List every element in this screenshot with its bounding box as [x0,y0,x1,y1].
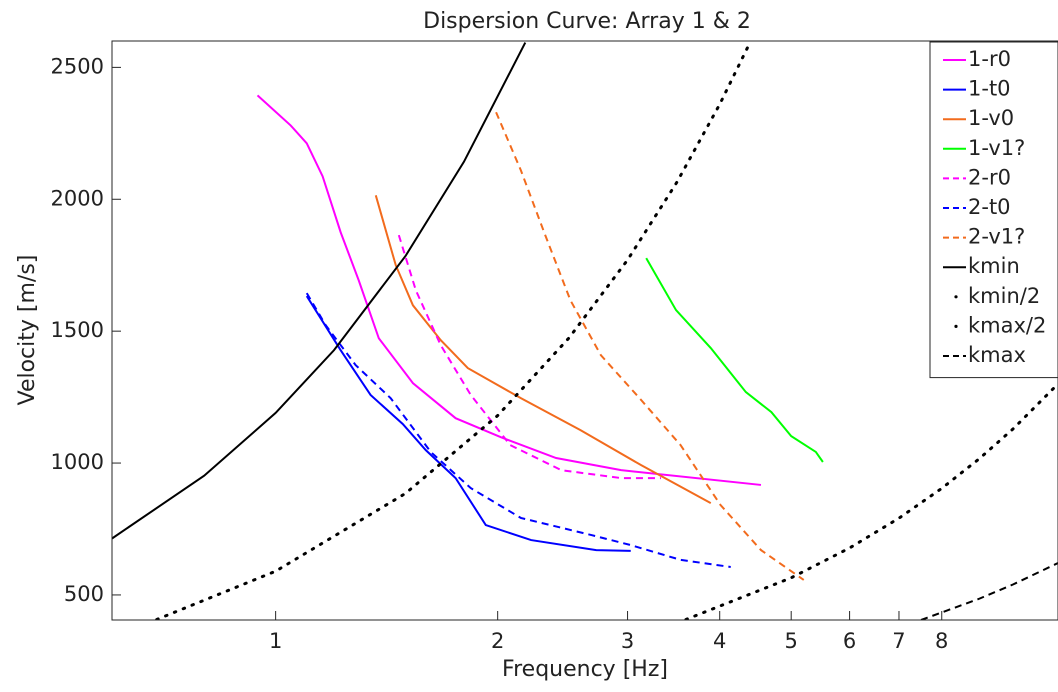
x-axis-label: Frequency [Hz] [502,657,668,682]
legend-swatch [954,324,958,328]
legend-swatch [954,295,958,299]
y-tick-label: 1500 [51,318,104,342]
series-line [645,257,824,463]
series-line [112,42,527,540]
y-tick-label: 2000 [51,186,104,210]
legend-label: kmax/2 [968,313,1046,337]
y-tick-label: 2500 [51,54,104,78]
series-line [495,111,805,581]
series-line [920,562,1058,620]
legend-label: 1-t0 [968,77,1011,101]
legend-label: 1-v1? [968,136,1025,160]
x-tick-label: 7 [892,629,905,653]
legend-label: 2-r0 [968,165,1011,189]
legend-label: kmax [968,343,1026,367]
series-line [256,94,762,486]
y-tick-label: 500 [64,582,104,606]
x-tick-label: 4 [713,629,726,653]
x-tick-label: 2 [491,629,504,653]
series-line [684,382,1058,620]
legend-label: 2-t0 [968,195,1011,219]
legend-label: 2-v1? [968,225,1025,249]
legend-label: kmin [968,254,1020,278]
y-axis-label: Velocity [m/s] [15,255,40,406]
chart-title: Dispersion Curve: Array 1 & 2 [423,9,751,34]
x-tick-label: 3 [621,629,634,653]
series-line [397,234,661,480]
axes-box [111,40,1058,621]
plot-area [112,41,1058,620]
series-line [305,292,731,568]
series-line [374,195,712,505]
legend-label: kmin/2 [968,284,1040,308]
x-tick-label: 5 [785,629,798,653]
legend-label: 1-v0 [968,106,1014,130]
x-tick-label: 6 [843,629,856,653]
legend-box [929,41,1058,379]
y-tick-label: 1000 [51,450,104,474]
series-line [155,41,752,620]
x-tick-label: 1 [269,629,282,653]
x-tick-label: 8 [935,629,948,653]
legend-label: 1-r0 [968,47,1011,71]
